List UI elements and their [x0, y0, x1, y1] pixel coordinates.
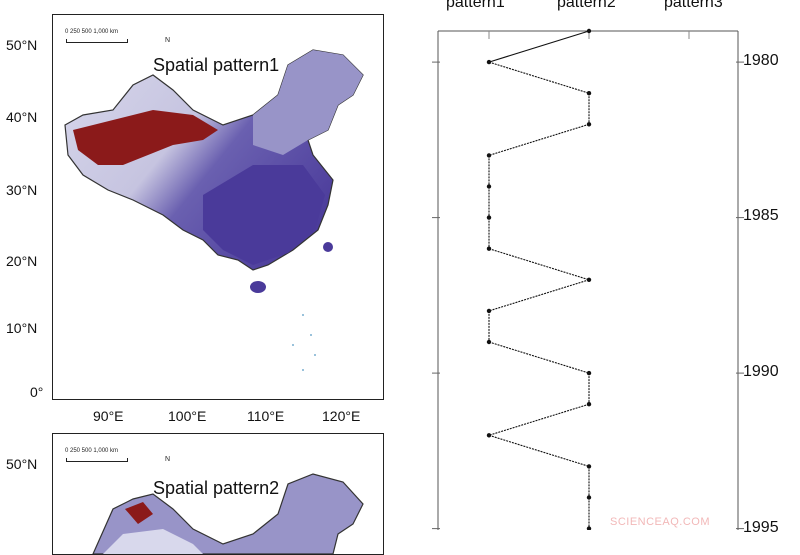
lon-label: 110°E — [247, 408, 285, 424]
high-value-region — [73, 110, 218, 165]
data-point — [586, 402, 592, 407]
hainan-island — [250, 281, 266, 293]
data-point — [586, 495, 592, 500]
series-segment — [488, 279, 590, 312]
low-value-region — [203, 165, 325, 265]
year-tick-label: 1995 — [743, 519, 779, 536]
scale-bar: 0 250 500 1,000 km — [65, 448, 119, 454]
south-sea-islands — [292, 314, 316, 371]
scale-bar-line — [66, 458, 128, 462]
series-segment — [488, 403, 590, 436]
year-tick-label: 1985 — [743, 207, 779, 224]
data-point — [586, 91, 592, 96]
lat-label: 0° — [30, 384, 44, 400]
series-segment — [488, 434, 590, 467]
lon-label: 120°E — [322, 408, 361, 424]
map-title-2: Spatial pattern2 — [153, 478, 280, 498]
lat-label: 50°N — [6, 37, 38, 53]
lat-label: 10°N — [6, 320, 38, 336]
series-segment — [488, 123, 590, 156]
lat-label: 20°N — [6, 253, 38, 269]
data-point — [586, 277, 592, 282]
map-title-1: Spatial pattern1 — [153, 55, 280, 75]
series-segment — [488, 248, 590, 281]
data-point — [586, 464, 592, 469]
lat-label: 30°N — [6, 182, 38, 198]
data-point — [486, 59, 492, 65]
data-point — [586, 28, 592, 34]
north-arrow-icon: N — [165, 456, 171, 463]
series-segment — [488, 61, 590, 94]
category-label: pattern3 — [664, 0, 723, 11]
data-point — [486, 215, 492, 220]
lat-label: 40°N — [6, 109, 38, 125]
data-point — [586, 122, 592, 127]
data-point — [486, 184, 492, 189]
data-point — [486, 308, 492, 314]
year-tick-label: 1980 — [743, 52, 779, 69]
data-point — [486, 246, 492, 251]
scale-bar-line — [66, 39, 128, 43]
watermark: SCIENCEAQ.COM — [610, 516, 711, 528]
data-point — [586, 370, 592, 376]
scale-bar: 0 250 500 1,000 km — [65, 29, 119, 35]
china-map-pattern1 — [64, 49, 364, 371]
taiwan-island — [323, 242, 333, 252]
series-segment — [488, 341, 590, 374]
data-point — [486, 153, 492, 158]
data-point — [586, 526, 592, 530]
data-point — [486, 433, 492, 438]
high-value-region — [125, 502, 153, 524]
series-segment — [488, 30, 590, 63]
lon-label: 100°E — [168, 408, 207, 424]
map-panel-2: 0 250 500 1,000 km N Spatial pattern2 — [52, 433, 384, 555]
category-label: pattern2 — [557, 0, 616, 11]
north-arrow-icon: N — [165, 37, 171, 44]
northeast-region — [253, 50, 363, 155]
map-panel-1: 0 250 500 1,000 km N Spatial pattern1 — [52, 14, 384, 400]
year-tick-label: 1990 — [743, 363, 779, 380]
lat-label: 50°N — [6, 456, 38, 472]
lon-label: 90°E — [93, 408, 124, 424]
category-label: pattern1 — [446, 0, 505, 11]
data-point — [486, 339, 492, 345]
